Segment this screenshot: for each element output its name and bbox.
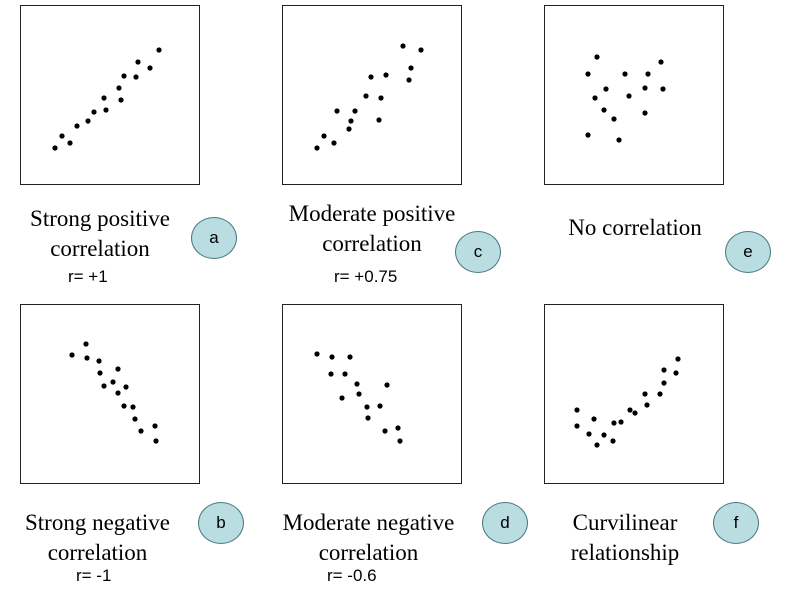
label-d: Moderate negative correlation — [277, 508, 460, 568]
badge-e: e — [725, 231, 771, 273]
label-c-line-1: Moderate positive — [288, 201, 456, 226]
label-c-line-2: correlation — [322, 231, 422, 256]
badge-f: f — [713, 502, 759, 544]
scatter-panel-c — [282, 5, 462, 185]
label-c: Moderate positive correlation — [282, 199, 462, 259]
badge-d: d — [482, 502, 528, 544]
badge-a: a — [191, 217, 237, 259]
scatter-panel-a — [20, 5, 200, 185]
r-value-a: r= +1 — [68, 267, 108, 286]
label-a-line-2: correlation — [50, 236, 150, 261]
scatter-panel-d — [282, 304, 462, 484]
label-e: No correlation — [555, 213, 715, 243]
label-a: Strong positive correlation — [20, 204, 180, 264]
r-value-d: r= -0.6 — [327, 566, 377, 585]
label-f-line-2: relationship — [570, 540, 680, 565]
label-b-line-2: correlation — [47, 540, 148, 565]
label-b-line-1: Strong negative — [25, 510, 170, 535]
badge-c: c — [455, 231, 501, 273]
scatter-panel-b — [20, 304, 200, 484]
r-value-b: r= -1 — [76, 566, 112, 585]
label-a-line-1: Strong positive — [30, 206, 170, 231]
label-d-line-2: correlation — [318, 540, 419, 565]
r-value-c: r= +0.75 — [334, 267, 398, 286]
label-b: Strong negative correlation — [15, 508, 180, 568]
label-e-line-1: No correlation — [568, 215, 702, 240]
label-f: Curvilinear relationship — [545, 508, 705, 568]
badge-b: b — [198, 502, 244, 544]
scatter-panel-f — [544, 304, 724, 484]
scatter-panel-e — [544, 5, 724, 185]
label-f-line-1: Curvilinear — [572, 510, 678, 535]
label-d-line-1: Moderate negative — [282, 510, 455, 535]
